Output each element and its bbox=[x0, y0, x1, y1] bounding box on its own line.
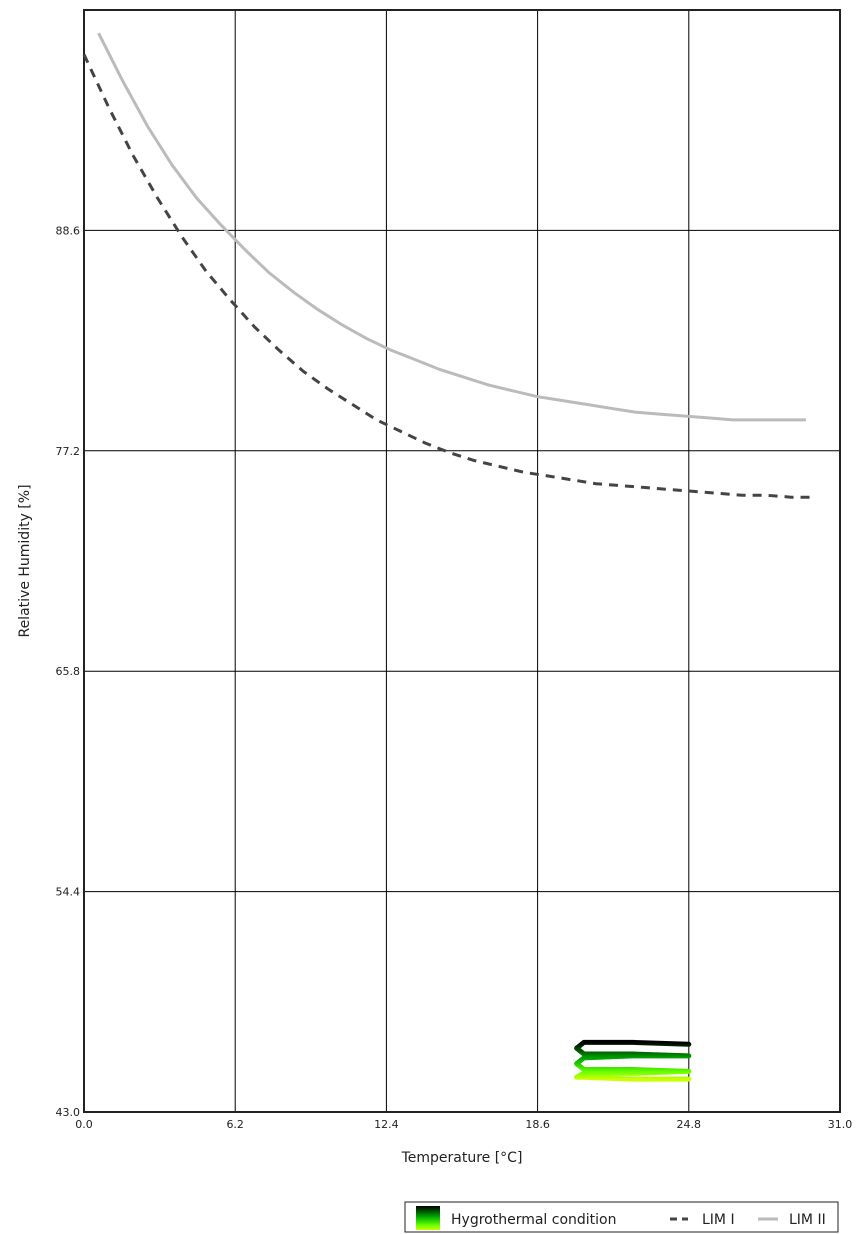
y-tick-label: 77.2 bbox=[56, 445, 81, 458]
grid-lines bbox=[84, 10, 840, 1112]
y-tick-label: 54.4 bbox=[56, 886, 81, 899]
x-tick-label: 24.8 bbox=[677, 1118, 702, 1131]
y-tick-label: 88.6 bbox=[56, 224, 81, 237]
x-tick-label: 31.0 bbox=[828, 1118, 853, 1131]
y-tick-labels: 43.0 54.4 65.8 77.2 88.6 bbox=[56, 224, 81, 1119]
legend-label-hygrothermal: Hygrothermal condition bbox=[451, 1212, 616, 1228]
x-tick-labels: 0.0 6.2 12.4 18.6 24.8 31.0 bbox=[75, 1118, 852, 1131]
y-tick-label: 65.8 bbox=[56, 665, 81, 678]
legend-label-lim-i: LIM I bbox=[702, 1212, 735, 1228]
series-lines bbox=[82, 32, 816, 1082]
series-line-lim-i bbox=[82, 53, 816, 499]
x-tick-label: 6.2 bbox=[226, 1118, 244, 1131]
legend-swatch-hygrothermal bbox=[416, 1206, 440, 1230]
x-tick-label: 18.6 bbox=[525, 1118, 550, 1131]
x-axis-title: Temperature [°C] bbox=[401, 1150, 523, 1166]
y-axis-title: Relative Humidity [%] bbox=[17, 484, 33, 637]
x-tick-label: 12.4 bbox=[374, 1118, 399, 1131]
plot-frame bbox=[83, 9, 841, 1113]
y-tick-label: 43.0 bbox=[56, 1106, 81, 1119]
x-tick-label: 0.0 bbox=[75, 1118, 93, 1131]
series-line-hygrothermal-condition bbox=[574, 1039, 692, 1082]
legend-box bbox=[404, 1201, 839, 1233]
series-line-lim-ii bbox=[97, 32, 806, 422]
legend: Hygrothermal condition LIM I LIM II bbox=[404, 1201, 839, 1233]
legend-label-lim-ii: LIM II bbox=[789, 1212, 826, 1228]
